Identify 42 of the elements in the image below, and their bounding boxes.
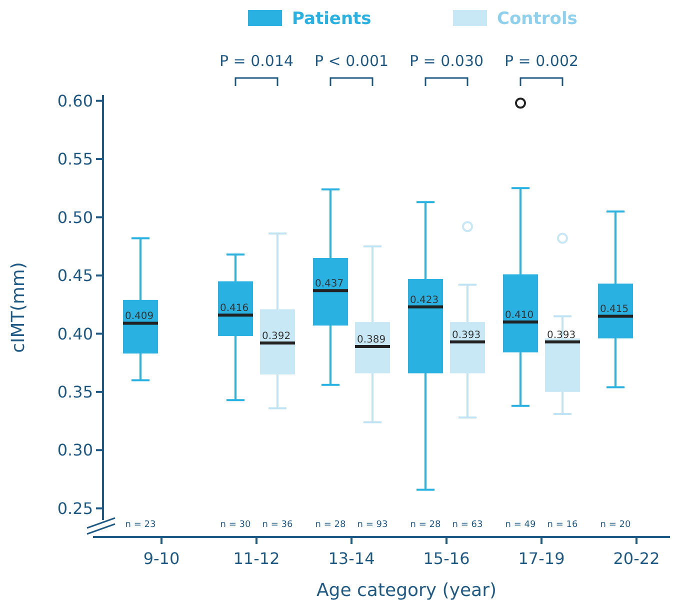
y-tick-label: 0.55 — [57, 150, 93, 169]
legend-label: Patients — [292, 9, 372, 29]
text: 0.437 — [315, 278, 344, 290]
x-axis-title: Age category (year) — [316, 580, 497, 601]
y-tick-label: 0.30 — [57, 440, 93, 460]
text: 0.389 — [357, 334, 386, 346]
y-tick-label: 0.60 — [57, 91, 93, 110]
y-tick-label: 0.35 — [57, 382, 93, 402]
text: 0.416 — [220, 303, 249, 314]
x-tick-label: 11-12 — [233, 549, 280, 568]
y-axis-title: cIMT(mm) — [8, 262, 29, 353]
text: 0.410 — [505, 310, 534, 322]
x-tick-label: 9-10 — [143, 549, 180, 568]
x-tick-label: 17-19 — [518, 549, 565, 568]
x-tick-label: 13-14 — [328, 549, 375, 568]
text: P = 0.014 — [219, 52, 294, 70]
annotation: n = 63 — [452, 520, 483, 530]
annotation: n = 36 — [262, 520, 293, 530]
annotation: n = 93 — [357, 520, 388, 530]
text: P = 0.002 — [504, 52, 579, 70]
x-tick-label: 15-16 — [423, 549, 470, 568]
annotation: n = 16 — [547, 520, 578, 530]
legend-label: Controls — [497, 9, 578, 29]
text: 0.393 — [547, 330, 576, 341]
annotation: n = 30 — [220, 520, 251, 530]
annotation: n = 49 — [505, 520, 536, 530]
y-tick-label: 0.25 — [57, 498, 93, 518]
text: P < 0.001 — [314, 52, 389, 70]
annotation: n = 28 — [315, 520, 346, 530]
x-tick-label: 20-22 — [613, 549, 660, 568]
y-tick-label: 0.45 — [57, 266, 93, 286]
annotation: n = 20 — [600, 520, 631, 530]
text: P = 0.030 — [409, 52, 484, 70]
y-tick-label: 0.50 — [57, 208, 93, 227]
text: 0.393 — [452, 330, 481, 341]
annotation: n = 23 — [125, 520, 156, 530]
text: 0.409 — [125, 311, 154, 322]
annotation: n = 28 — [410, 520, 441, 530]
text: 0.423 — [410, 294, 439, 306]
text: 0.415 — [600, 304, 629, 316]
text: 0.392 — [262, 331, 291, 342]
y-tick-label: 0.40 — [57, 324, 93, 344]
